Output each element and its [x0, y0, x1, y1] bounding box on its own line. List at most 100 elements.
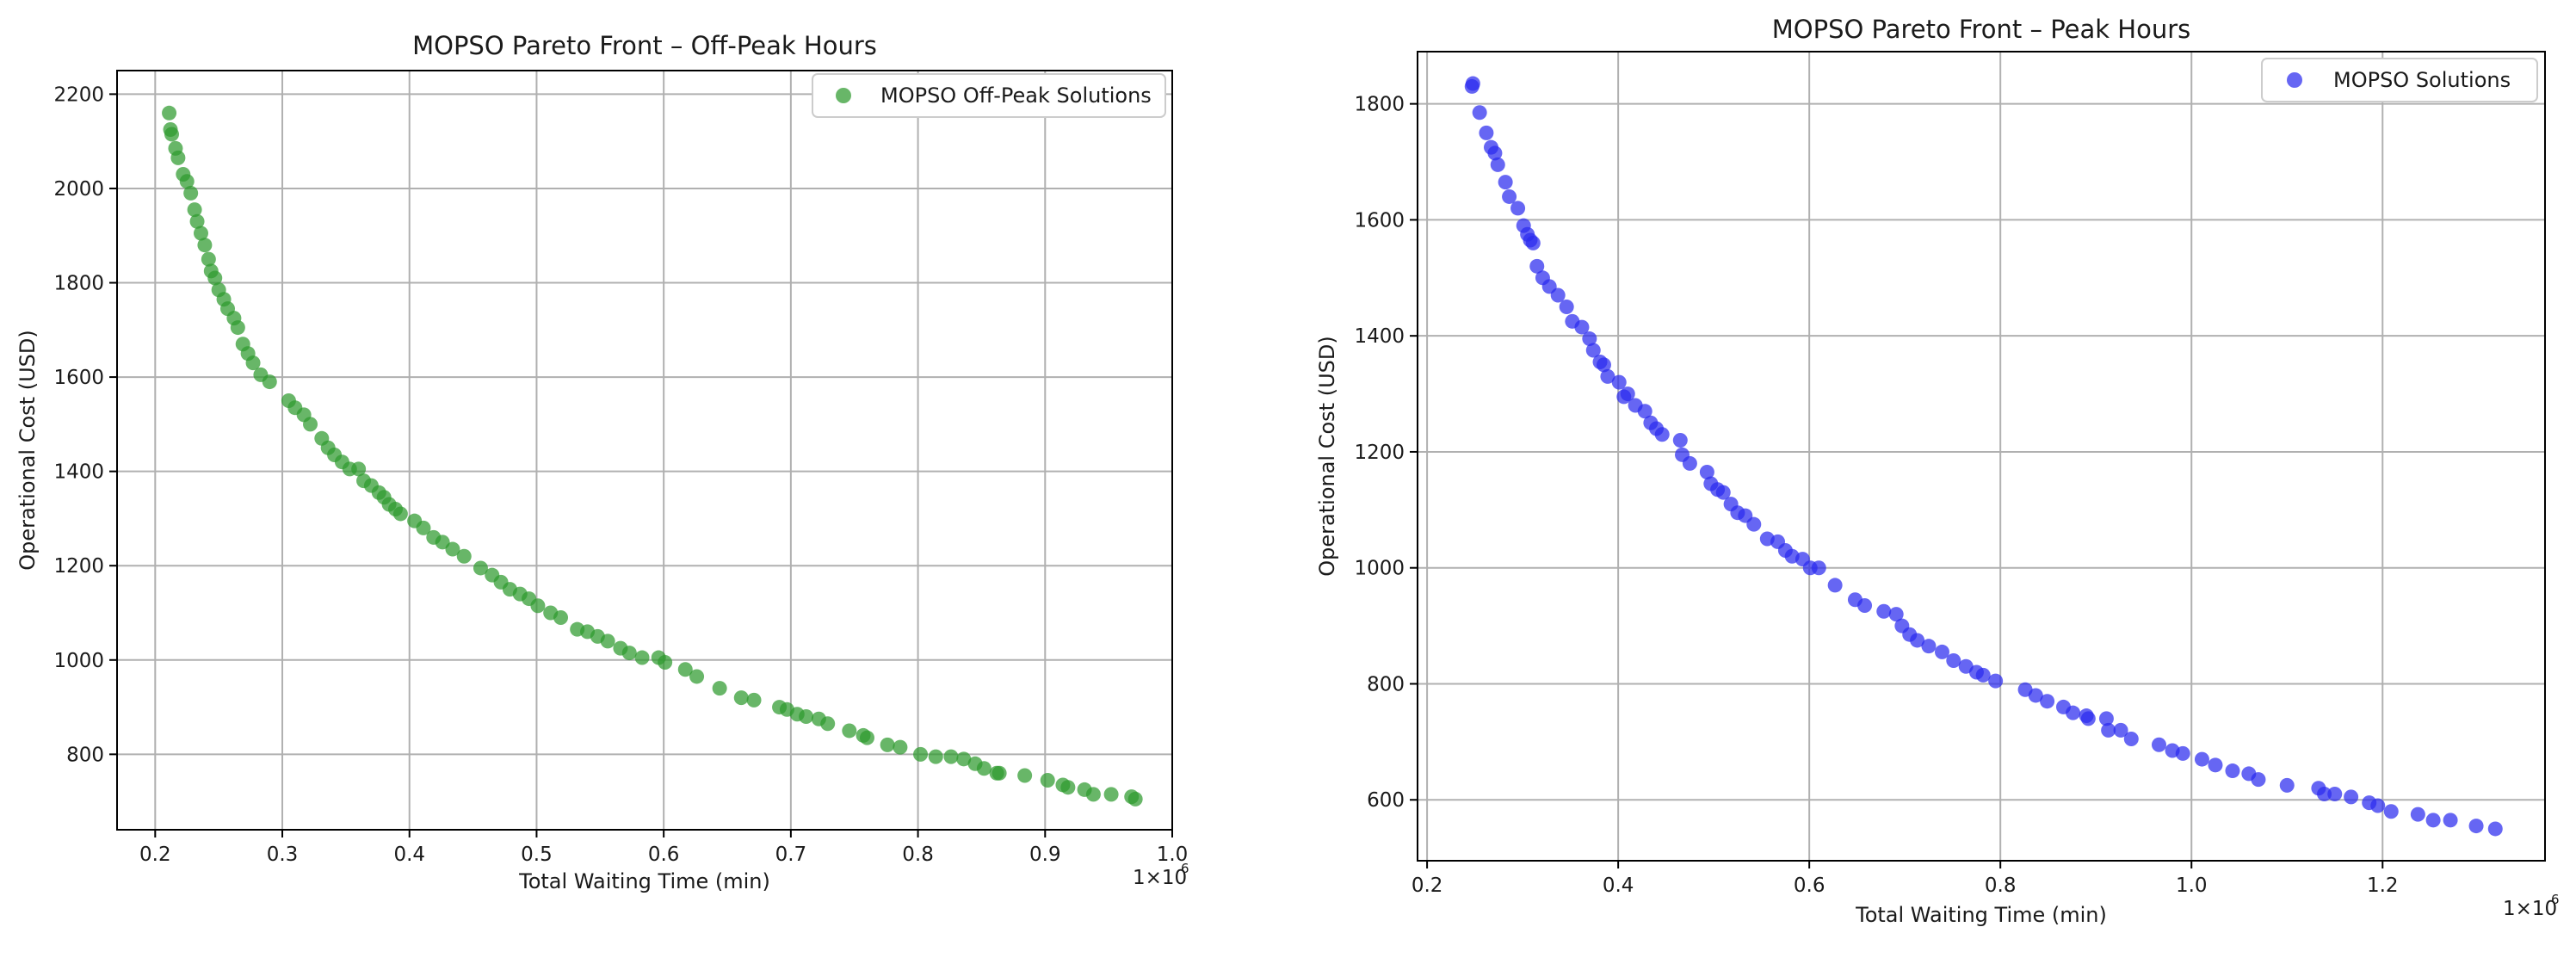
peak-x-tick-label: 0.6: [1794, 875, 1825, 897]
peak-y-tick-label: 1400: [1354, 325, 1405, 348]
offpeak-chart: MOPSO Pareto Front – Off-Peak Hours 0.2 0…: [15, 31, 1189, 893]
offpeak-x-tick-label: 0.9: [1029, 844, 1061, 866]
peak-y-tick-label: 1000: [1354, 558, 1405, 580]
peak-data-point: [1472, 105, 1487, 121]
peak-data-point: [1479, 125, 1494, 140]
offpeak-legend-box: [812, 73, 1166, 118]
peak-data-point: [2370, 798, 2386, 813]
peak-x-multiplier: 1×10 6: [2503, 892, 2560, 920]
peak-x-axis-label: Total Waiting Time (min): [1855, 903, 2107, 927]
offpeak-data-point: [197, 238, 213, 253]
peak-data-point: [1582, 331, 1597, 347]
offpeak-y-tick-label: 1200: [53, 555, 104, 578]
peak-data-point: [2175, 745, 2190, 761]
offpeak-y-tick-label: 1800: [53, 273, 104, 295]
svg-text:6: 6: [1181, 861, 1189, 876]
offpeak-points: [162, 105, 1143, 807]
offpeak-data-point: [553, 609, 569, 625]
peak-data-point: [1559, 299, 1574, 314]
peak-data-point: [1715, 485, 1731, 500]
offpeak-y-axis-label: Operational Cost (USD): [15, 330, 40, 570]
peak-data-point: [1620, 386, 1635, 402]
peak-data-point: [1934, 644, 1949, 659]
peak-data-point: [2383, 804, 2399, 819]
svg-text:1×10: 1×10: [2503, 898, 2557, 920]
peak-data-point: [1988, 673, 2004, 689]
peak-data-point: [1975, 667, 1991, 683]
svg-text:1×10: 1×10: [1133, 867, 1187, 889]
peak-x-tick-label: 0.4: [1603, 875, 1634, 897]
offpeak-data-point: [842, 723, 857, 739]
peak-data-point: [2040, 694, 2055, 709]
peak-data-point: [2101, 722, 2116, 738]
offpeak-data-point: [262, 374, 277, 390]
peak-y-axis-label: Operational Cost (USD): [1315, 336, 1339, 576]
peak-points: [1464, 76, 2503, 837]
svg-text:6: 6: [2551, 892, 2560, 907]
offpeak-data-point: [351, 461, 367, 477]
offpeak-chart-title: MOPSO Pareto Front – Off-Peak Hours: [412, 31, 877, 60]
peak-data-point: [1611, 374, 1627, 390]
peak-data-point: [1921, 639, 1937, 654]
offpeak-x-tick-label: 0.8: [902, 844, 934, 866]
offpeak-x-tick-label: 0.7: [775, 844, 807, 866]
offpeak-data-point: [189, 213, 205, 229]
offpeak-data-point: [201, 251, 216, 267]
peak-y-tick-label: 1200: [1354, 442, 1405, 464]
offpeak-x-tick-label: 0.2: [139, 844, 171, 866]
peak-y-tick-label: 600: [1367, 789, 1405, 812]
offpeak-gridlines: [117, 71, 1173, 830]
offpeak-data-point: [943, 749, 959, 764]
offpeak-data-point: [162, 105, 177, 121]
offpeak-data-point: [1060, 780, 1076, 795]
peak-data-point: [1827, 578, 1843, 593]
offpeak-data-point: [1103, 787, 1119, 802]
peak-gridlines: [1418, 52, 2545, 861]
offpeak-plot-frame: [116, 70, 1173, 831]
offpeak-data-point: [530, 598, 546, 614]
peak-x-tick-label: 0.2: [1412, 875, 1443, 897]
offpeak-data-point: [392, 506, 408, 522]
offpeak-legend-label: MOPSO Off-Peak Solutions: [880, 83, 1152, 108]
offpeak-data-point: [928, 749, 943, 764]
peak-data-point: [1682, 455, 1697, 471]
offpeak-x-tick-label: 0.6: [648, 844, 680, 866]
peak-x-tick-label: 0.8: [1985, 875, 2017, 897]
peak-data-point: [2251, 772, 2266, 788]
offpeak-data-point: [1040, 772, 1055, 788]
offpeak-x-tick-label: 0.5: [521, 844, 553, 866]
offpeak-data-point: [230, 320, 245, 336]
offpeak-y-tick-label: 2200: [53, 83, 104, 106]
peak-data-point: [2080, 711, 2096, 726]
peak-data-point: [2327, 787, 2343, 802]
offpeak-data-point: [913, 746, 929, 762]
peak-legend-marker: [2287, 72, 2302, 88]
peak-data-point: [1574, 319, 1590, 335]
offpeak-x-axis-label: Total Waiting Time (min): [518, 869, 770, 893]
offpeak-data-point: [634, 650, 650, 665]
peak-data-point: [2028, 688, 2043, 703]
offpeak-data-point: [473, 560, 488, 576]
peak-x-tick-label: 1.0: [2176, 875, 2208, 897]
offpeak-data-point: [893, 739, 908, 755]
offpeak-data-point: [976, 761, 991, 776]
offpeak-data-point: [859, 730, 874, 745]
offpeak-data-point: [799, 709, 814, 725]
peak-data-point: [2194, 751, 2209, 767]
offpeak-data-point: [164, 127, 180, 142]
offpeak-legend-marker: [836, 88, 851, 103]
offpeak-y-tick-label: 1400: [53, 461, 104, 484]
offpeak-data-point: [1085, 787, 1101, 802]
peak-data-point: [2279, 777, 2295, 793]
peak-data-point: [2113, 722, 2128, 738]
peak-data-point: [2487, 821, 2503, 837]
offpeak-data-point: [677, 662, 693, 677]
offpeak-y-tick-label: 1000: [53, 650, 104, 672]
offpeak-data-point: [820, 716, 836, 732]
offpeak-data-point: [303, 417, 318, 432]
peak-data-point: [1529, 258, 1545, 274]
peak-data-point: [1550, 287, 1566, 303]
peak-data-point: [1672, 432, 1688, 448]
offpeak-data-point: [435, 535, 450, 550]
